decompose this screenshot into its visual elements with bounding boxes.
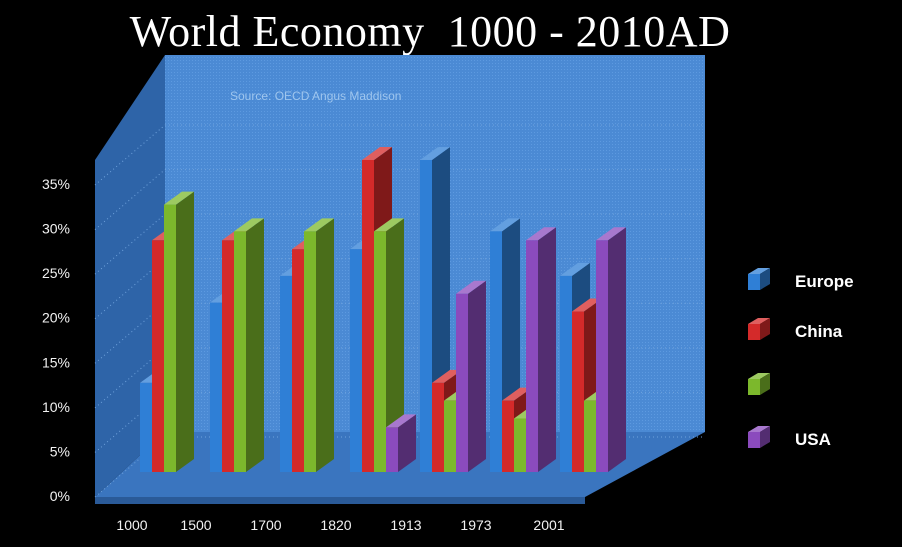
bar-series-3-1000 bbox=[164, 191, 194, 473]
bar-series-3-1820 bbox=[374, 218, 404, 472]
x-tick-label: 1000 bbox=[116, 517, 147, 533]
legend-item-series-3 bbox=[748, 373, 770, 395]
chart-source: Source: OECD Angus Maddison bbox=[230, 89, 401, 103]
y-tick-label: 10% bbox=[42, 399, 70, 415]
y-tick-label: 20% bbox=[42, 310, 70, 326]
gridline-side bbox=[94, 213, 166, 275]
gridline-side bbox=[94, 124, 166, 186]
x-tick-label: 2001 bbox=[533, 517, 564, 533]
x-tick-label: 1913 bbox=[390, 517, 421, 533]
y-tick-label: 25% bbox=[42, 265, 70, 281]
y-tick-label: 35% bbox=[42, 176, 70, 192]
bar-series-3-1500 bbox=[234, 218, 264, 472]
bar-usa-1973 bbox=[526, 227, 556, 472]
y-tick-label: 5% bbox=[50, 443, 70, 459]
x-tick-label: 1500 bbox=[180, 517, 211, 533]
legend-label: USA bbox=[795, 430, 831, 449]
legend-item-usa: USA bbox=[748, 426, 831, 449]
chart-floor-edge bbox=[95, 497, 585, 504]
y-tick-label: 30% bbox=[42, 221, 70, 237]
y-tick-label: 0% bbox=[50, 488, 70, 504]
bar-usa-1820 bbox=[386, 414, 416, 472]
bar-series-3-1700 bbox=[304, 218, 334, 472]
legend-item-europe: Europe bbox=[748, 268, 854, 291]
gridline-side bbox=[94, 169, 166, 230]
x-tick-label: 1973 bbox=[460, 517, 491, 533]
chart-title: World Economy 1000 - 2010AD bbox=[129, 7, 731, 56]
x-tick-label: 1700 bbox=[250, 517, 281, 533]
legend-label: Europe bbox=[795, 272, 854, 291]
legend-item-china: China bbox=[748, 318, 843, 341]
x-tick-label: 1820 bbox=[320, 517, 351, 533]
bar-usa-1913 bbox=[456, 280, 486, 472]
y-tick-label: 15% bbox=[42, 354, 70, 370]
legend-label: China bbox=[795, 322, 843, 341]
bar-usa-2001 bbox=[596, 227, 626, 472]
